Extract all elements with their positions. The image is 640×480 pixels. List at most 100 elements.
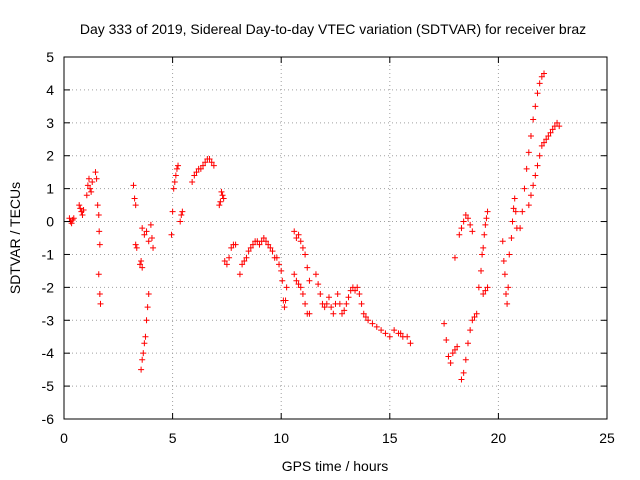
y-axis-label: SDTVAR / TECUs <box>7 182 23 294</box>
data-point-marker <box>169 208 176 215</box>
data-point-marker <box>462 211 469 218</box>
data-point-marker <box>145 290 152 297</box>
data-point-marker <box>92 169 99 176</box>
data-point-marker <box>191 172 198 179</box>
data-point-marker <box>87 185 94 192</box>
data-point-marker <box>232 241 239 248</box>
data-point-marker <box>352 287 359 294</box>
data-point-marker <box>317 290 324 297</box>
data-point-marker <box>505 284 512 291</box>
data-point-marker <box>217 198 224 205</box>
x-tick-label: 15 <box>382 430 398 446</box>
points-layer <box>66 70 563 383</box>
data-point-marker <box>312 271 319 278</box>
data-point-marker <box>532 172 539 179</box>
data-point-marker <box>80 207 87 214</box>
data-point-marker <box>147 221 154 228</box>
data-point-marker <box>328 304 335 311</box>
plot-area-frame <box>63 56 608 420</box>
data-point-marker <box>534 162 541 169</box>
grid-layer <box>64 57 607 419</box>
data-point-marker <box>68 220 75 227</box>
data-point-marker <box>334 290 341 297</box>
data-point-marker <box>220 195 227 202</box>
data-point-marker <box>281 304 288 311</box>
data-point-marker <box>360 310 367 317</box>
data-point-marker <box>283 284 290 291</box>
data-point-marker <box>138 258 145 265</box>
data-point-marker <box>138 366 145 373</box>
data-point-marker <box>556 123 563 130</box>
data-point-marker <box>321 304 328 311</box>
data-point-marker <box>554 119 561 126</box>
data-point-marker <box>404 333 411 340</box>
y-tick-label: -4 <box>42 345 55 361</box>
data-point-marker <box>256 241 263 248</box>
data-point-marker <box>239 261 246 268</box>
data-point-marker <box>88 188 95 195</box>
data-point-marker <box>441 320 448 327</box>
data-point-marker <box>170 185 177 192</box>
data-point-marker <box>216 202 223 209</box>
data-point-marker <box>171 179 178 186</box>
data-point-marker <box>302 251 309 258</box>
data-point-marker <box>484 284 491 291</box>
data-point-marker <box>336 300 343 307</box>
data-point-marker <box>525 202 532 209</box>
data-point-marker <box>356 290 363 297</box>
data-point-marker <box>462 356 469 363</box>
data-point-marker <box>278 267 285 274</box>
data-point-marker <box>141 340 148 347</box>
data-point-marker <box>325 294 332 301</box>
data-point-marker <box>137 261 144 268</box>
data-point-marker <box>475 284 482 291</box>
data-point-marker <box>210 162 217 169</box>
data-point-marker <box>299 244 306 251</box>
data-point-marker <box>481 231 488 238</box>
y-tick-label: 1 <box>46 181 54 197</box>
data-point-marker <box>541 139 548 146</box>
data-point-marker <box>519 208 526 215</box>
data-point-marker <box>484 208 491 215</box>
data-point-marker <box>96 228 103 235</box>
data-point-marker <box>295 281 302 288</box>
data-point-marker <box>130 182 137 189</box>
data-point-marker <box>456 231 463 238</box>
data-point-marker <box>464 340 471 347</box>
data-point-marker <box>358 300 365 307</box>
data-point-marker <box>525 149 532 156</box>
data-point-marker <box>536 152 543 159</box>
data-point-marker <box>315 281 322 288</box>
data-point-marker <box>132 202 139 209</box>
data-point-marker <box>293 277 300 284</box>
y-tick-label: -1 <box>42 246 55 262</box>
data-point-marker <box>521 185 528 192</box>
data-point-marker <box>200 162 207 169</box>
data-point-marker <box>510 205 517 212</box>
data-point-marker <box>145 238 152 245</box>
data-point-marker <box>245 248 252 255</box>
data-point-marker <box>391 327 398 334</box>
data-point-marker <box>95 271 102 278</box>
data-point-marker <box>291 228 298 235</box>
data-point-marker <box>467 221 474 228</box>
y-tick-label: 2 <box>46 148 54 164</box>
data-point-marker <box>141 231 148 238</box>
data-point-marker <box>454 343 461 350</box>
data-point-marker <box>143 228 150 235</box>
data-point-marker <box>189 179 196 186</box>
data-point-marker <box>443 337 450 344</box>
data-point-marker <box>464 215 471 222</box>
data-point-marker <box>193 169 200 176</box>
data-point-marker <box>76 202 83 209</box>
data-point-marker <box>369 320 376 327</box>
data-point-marker <box>132 241 139 248</box>
data-point-marker <box>173 165 180 172</box>
data-point-marker <box>447 360 454 367</box>
data-point-marker <box>177 218 184 225</box>
data-point-marker <box>354 284 361 291</box>
data-point-marker <box>228 244 235 251</box>
x-tick-label: 0 <box>60 430 68 446</box>
data-point-marker <box>536 80 543 87</box>
